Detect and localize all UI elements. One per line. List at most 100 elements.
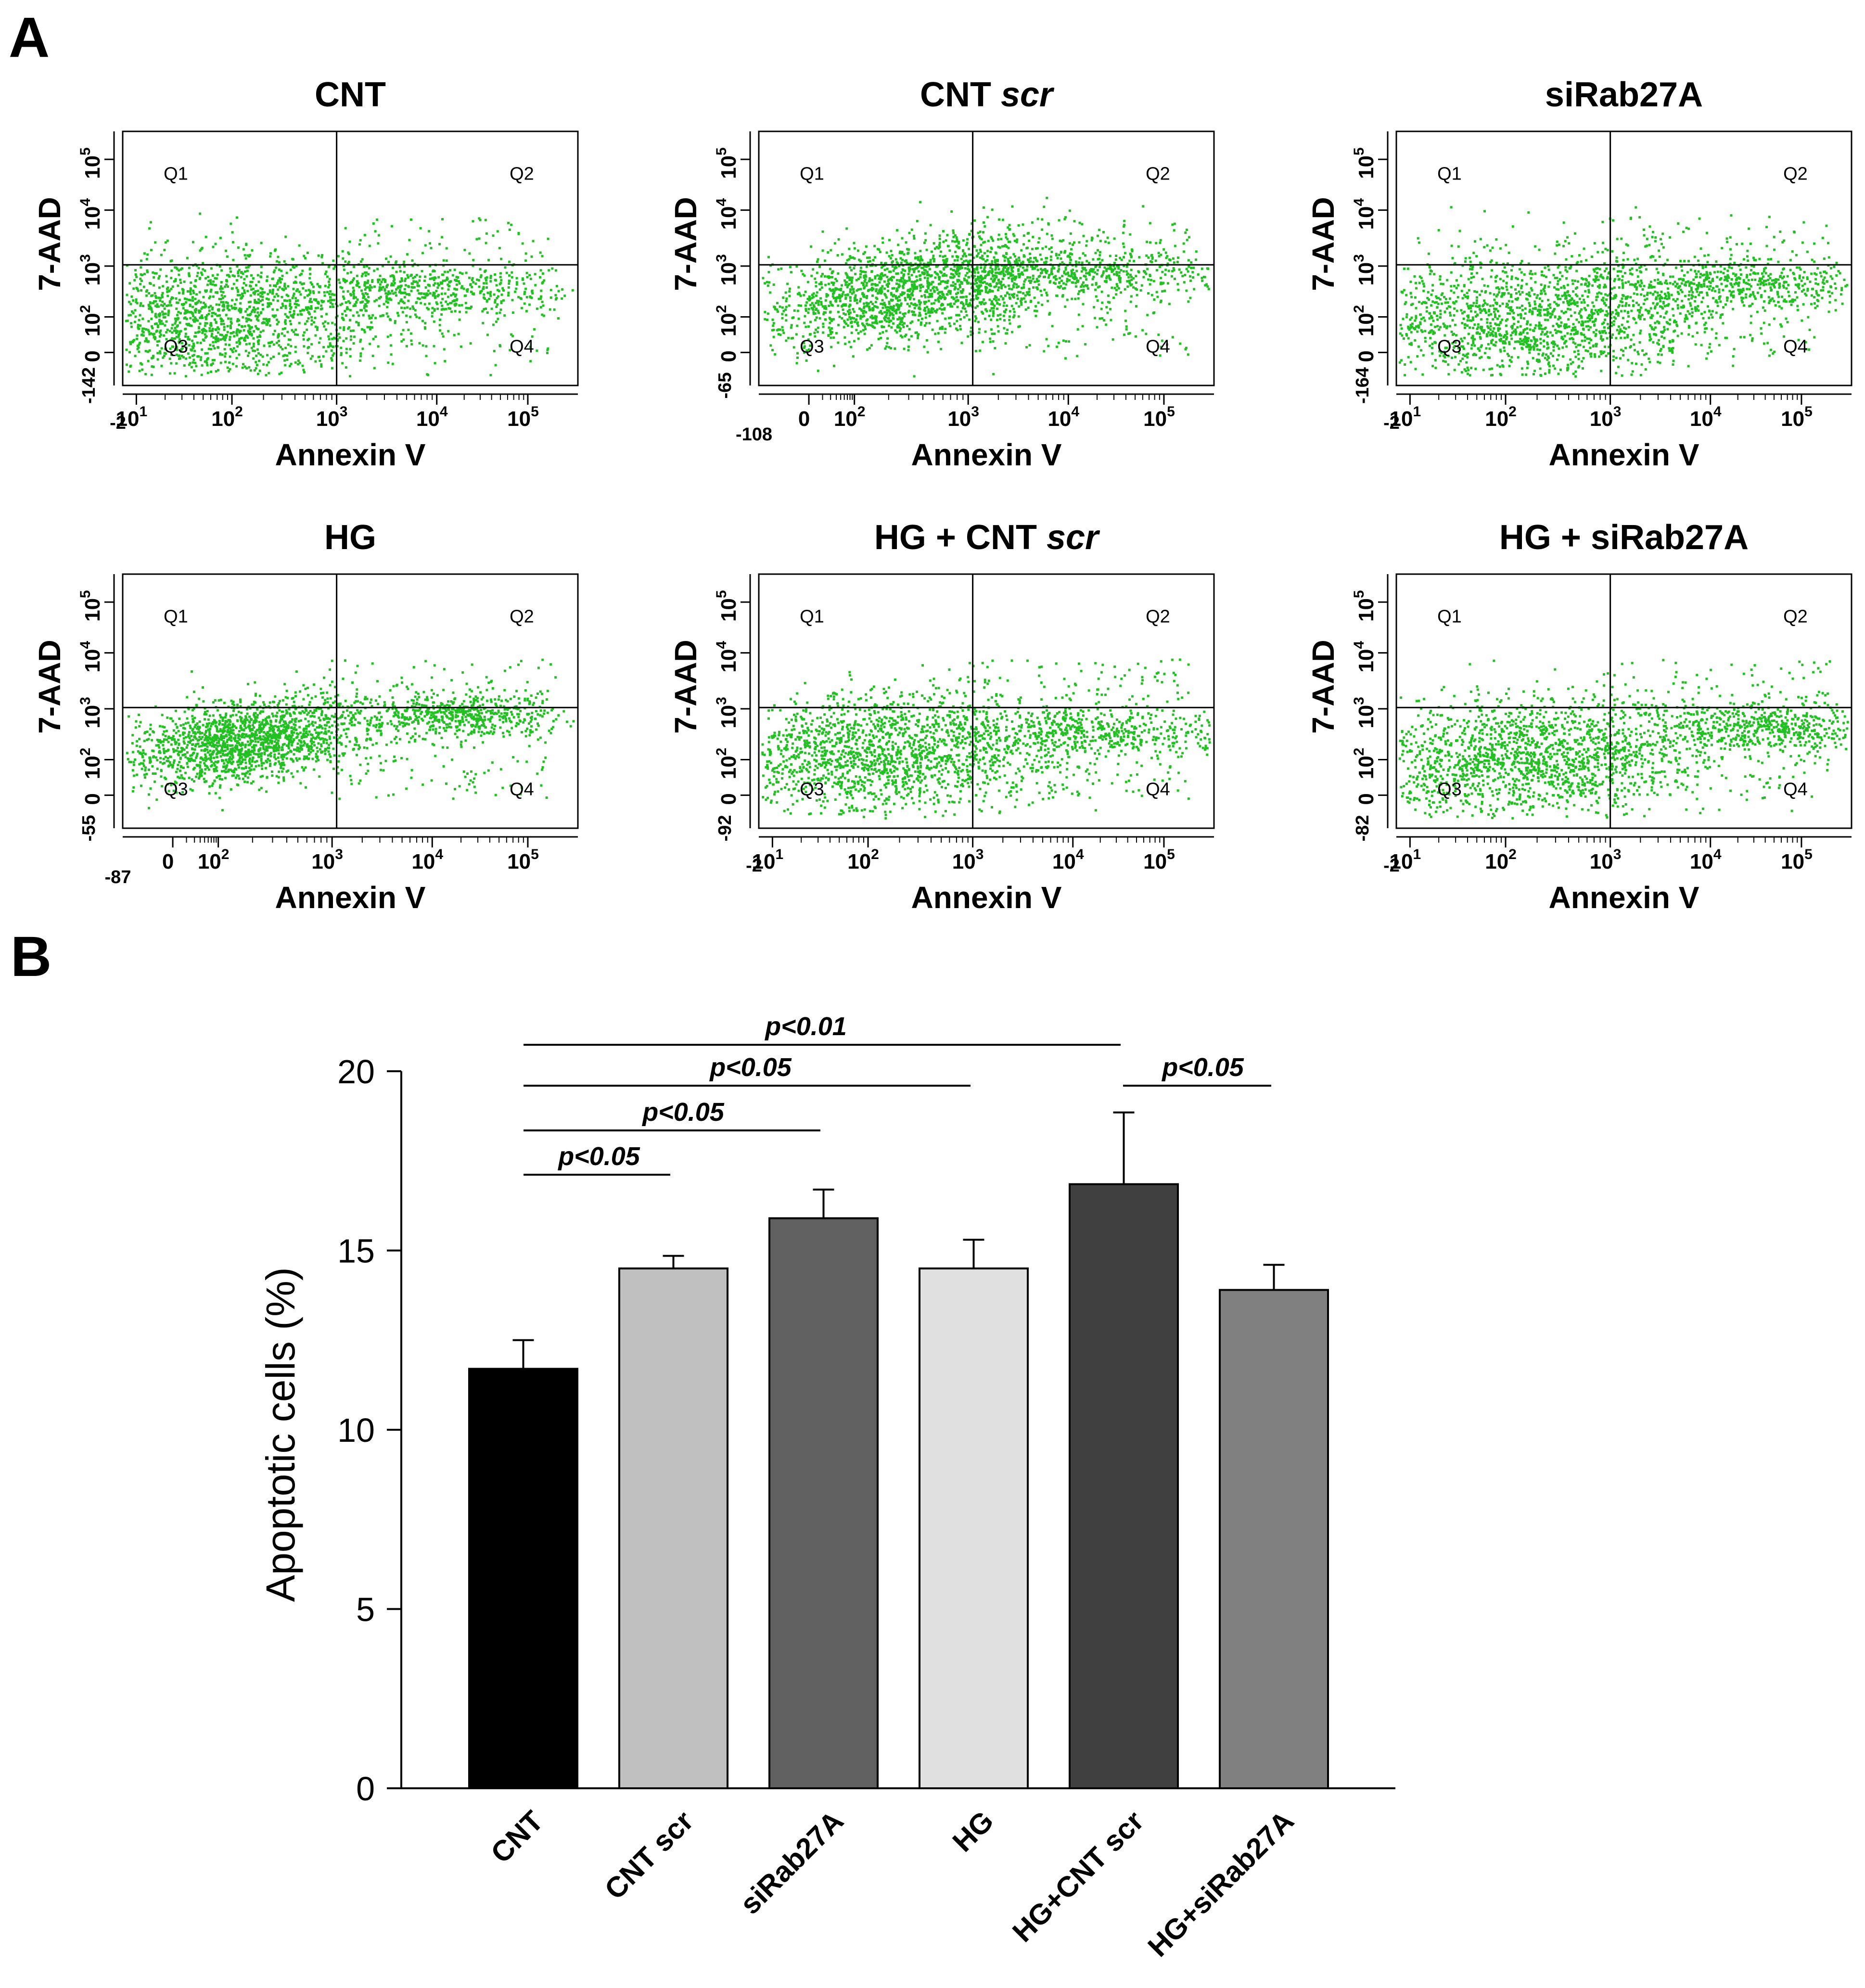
flow-cytometry-panels: CNT Q1 Q2 Q3 Q4 101 102 103 104 105 -2 Annexin V 0 10…	[32, 76, 1852, 915]
flow-x-tick-label: 105	[507, 847, 539, 873]
flow-dots	[761, 658, 1211, 820]
flow-x-tick-label: 104	[411, 847, 443, 873]
flow-y-min-label: -82	[1353, 815, 1373, 842]
flow-x-tick-label: 105	[1781, 847, 1813, 873]
flow-y-tick-label: 0	[717, 350, 741, 362]
quadrant-label: Q1	[1437, 164, 1462, 184]
flow-y-tick-label: 102	[714, 305, 741, 337]
flow-y-tick-label: 102	[77, 748, 104, 780]
flow-x-tick-label: 104	[416, 404, 448, 431]
quadrant-label: Q4	[1146, 779, 1170, 799]
flow-y-axis: 0 102 103 104 105 -65	[714, 131, 751, 399]
flow-x-tick-label: 103	[952, 847, 984, 873]
flow-x-tick-label: 101	[116, 404, 148, 431]
bar-category-label: HG+CNT scr	[1006, 1805, 1150, 1948]
bar-y-tick-label: 5	[356, 1591, 375, 1629]
flow-x-tick-label: 105	[507, 404, 539, 431]
flow-plot: HG + siRab27A Q1 Q2 Q3 Q4 101 102 103 104 105 -2 An…	[1306, 518, 1852, 915]
flow-x-tick-label: 0	[162, 850, 174, 873]
flow-y-axis: 0 102 103 104 105 -92	[714, 574, 751, 841]
quadrant-label: Q4	[1783, 336, 1808, 357]
quadrant-label: Q4	[1146, 336, 1170, 357]
flow-x-axis-title: Annexin V	[911, 880, 1062, 915]
flow-y-tick-label: 0	[1354, 350, 1378, 362]
flow-dots	[762, 196, 1210, 378]
bar	[1069, 1183, 1179, 1789]
panel-a-letter: A	[9, 6, 50, 69]
flow-x-min-label: -2	[746, 856, 762, 876]
significance-label: p<0.01	[764, 1012, 847, 1041]
flow-plot-frame	[1395, 573, 1852, 829]
flow-x-tick-label: 102	[198, 847, 230, 873]
flow-x-tick-label: 103	[1590, 404, 1622, 431]
flow-plot-frame	[758, 130, 1215, 386]
flow-x-axis: 0 102 103 104 105 -87	[105, 836, 578, 887]
significance-label: p<0.05	[557, 1142, 640, 1171]
bar-category-label: CNT	[485, 1805, 549, 1870]
flow-y-min-label: -142	[79, 367, 99, 404]
flow-dots	[1398, 206, 1849, 378]
significance-label: p<0.05	[641, 1098, 725, 1127]
flow-x-tick-label: 102	[1485, 847, 1517, 873]
flow-x-tick-label: 105	[1143, 404, 1175, 431]
bar-y-axis-title: Apoptotic cells (%)	[258, 1267, 303, 1602]
quadrant-label: Q4	[1783, 779, 1808, 799]
flow-y-tick-label: 104	[77, 198, 104, 230]
flow-plot-frame	[122, 573, 579, 829]
flow-plot: HG + CNT scr Q1 Q2 Q3 Q4 101 102 103 104 105 -2 Ann…	[668, 518, 1215, 915]
flow-y-tick-label: 102	[1351, 748, 1378, 780]
flow-x-min-label: -2	[1383, 413, 1400, 433]
flow-y-axis: 0 102 103 104 105 -164	[1351, 131, 1389, 404]
flow-x-tick-label: 105	[1143, 847, 1175, 873]
flow-x-axis: 101 102 103 104 105 -2	[1383, 836, 1852, 876]
flow-y-axis: 0 102 103 104 105 -82	[1351, 574, 1389, 842]
flow-plot: HG Q1 Q2 Q3 Q4 0 102 103 104 105 -87 Annexin V 0 102 1…	[32, 518, 579, 915]
bar	[768, 1217, 879, 1789]
quadrant-label: Q2	[510, 164, 534, 184]
flow-x-tick-label: 102	[211, 404, 243, 431]
bar-y-tick-label: 20	[337, 1053, 375, 1090]
quadrant-label: Q1	[800, 606, 824, 627]
flow-x-tick-label: 104	[1047, 404, 1079, 431]
quadrant-label: Q2	[1783, 606, 1808, 627]
flow-x-tick-label: 102	[834, 404, 866, 431]
flow-plot-title: HG	[324, 518, 376, 557]
bar	[468, 1368, 578, 1790]
flow-plot: siRab27A Q1 Q2 Q3 Q4 101 102 103 104 105 -2 Annexin…	[1306, 76, 1852, 472]
flow-y-min-label: -65	[715, 372, 735, 399]
flow-plot-title: siRab27A	[1545, 76, 1703, 114]
flow-y-axis-title: 7-AAD	[32, 197, 67, 291]
significance-label: p<0.05	[709, 1053, 792, 1082]
flow-x-axis: 101 102 103 104 105 -2	[110, 393, 578, 433]
flow-y-tick-label: 102	[714, 748, 741, 780]
quadrant-label: Q1	[1437, 606, 1462, 627]
flow-x-axis-title: Annexin V	[275, 880, 426, 915]
flow-x-axis: 101 102 103 104 105 -2	[746, 836, 1214, 876]
flow-plot-title: HG + CNT scr	[874, 518, 1100, 557]
quadrant-label: Q2	[1146, 164, 1170, 184]
bar-category-label: siRab27A	[734, 1805, 850, 1921]
flow-x-min-label: -2	[110, 413, 126, 433]
flow-y-axis-title: 7-AAD	[1306, 640, 1341, 734]
panel-b-letter: B	[11, 925, 51, 988]
bar-y-tick-label: 0	[356, 1770, 375, 1808]
flow-x-axis-title: Annexin V	[911, 437, 1062, 472]
flow-x-tick-label: 103	[947, 404, 979, 431]
flow-y-axis-title: 7-AAD	[668, 197, 703, 291]
bar-y-tick-label: 15	[337, 1232, 375, 1270]
quadrant-label: Q3	[800, 336, 824, 357]
bar	[618, 1267, 728, 1789]
flow-plot: CNT Q1 Q2 Q3 Q4 101 102 103 104 105 -2 Annexin V 0 10…	[32, 76, 579, 472]
flow-x-tick-label: 104	[1690, 847, 1722, 873]
quadrant-label: Q1	[800, 164, 824, 184]
flow-x-tick-label: 102	[847, 847, 879, 873]
flow-x-axis: 101 102 103 104 105 -2	[1383, 393, 1852, 433]
flow-y-tick-label: 103	[714, 254, 741, 286]
flow-plot-frame	[122, 130, 579, 386]
flow-y-min-label: -55	[79, 815, 99, 842]
flow-x-axis-title: Annexin V	[275, 437, 426, 472]
flow-y-tick-label: 102	[77, 305, 104, 337]
flow-plot-title: CNT	[315, 76, 386, 114]
flow-y-tick-label: 105	[1351, 147, 1378, 179]
flow-dots	[125, 212, 574, 378]
